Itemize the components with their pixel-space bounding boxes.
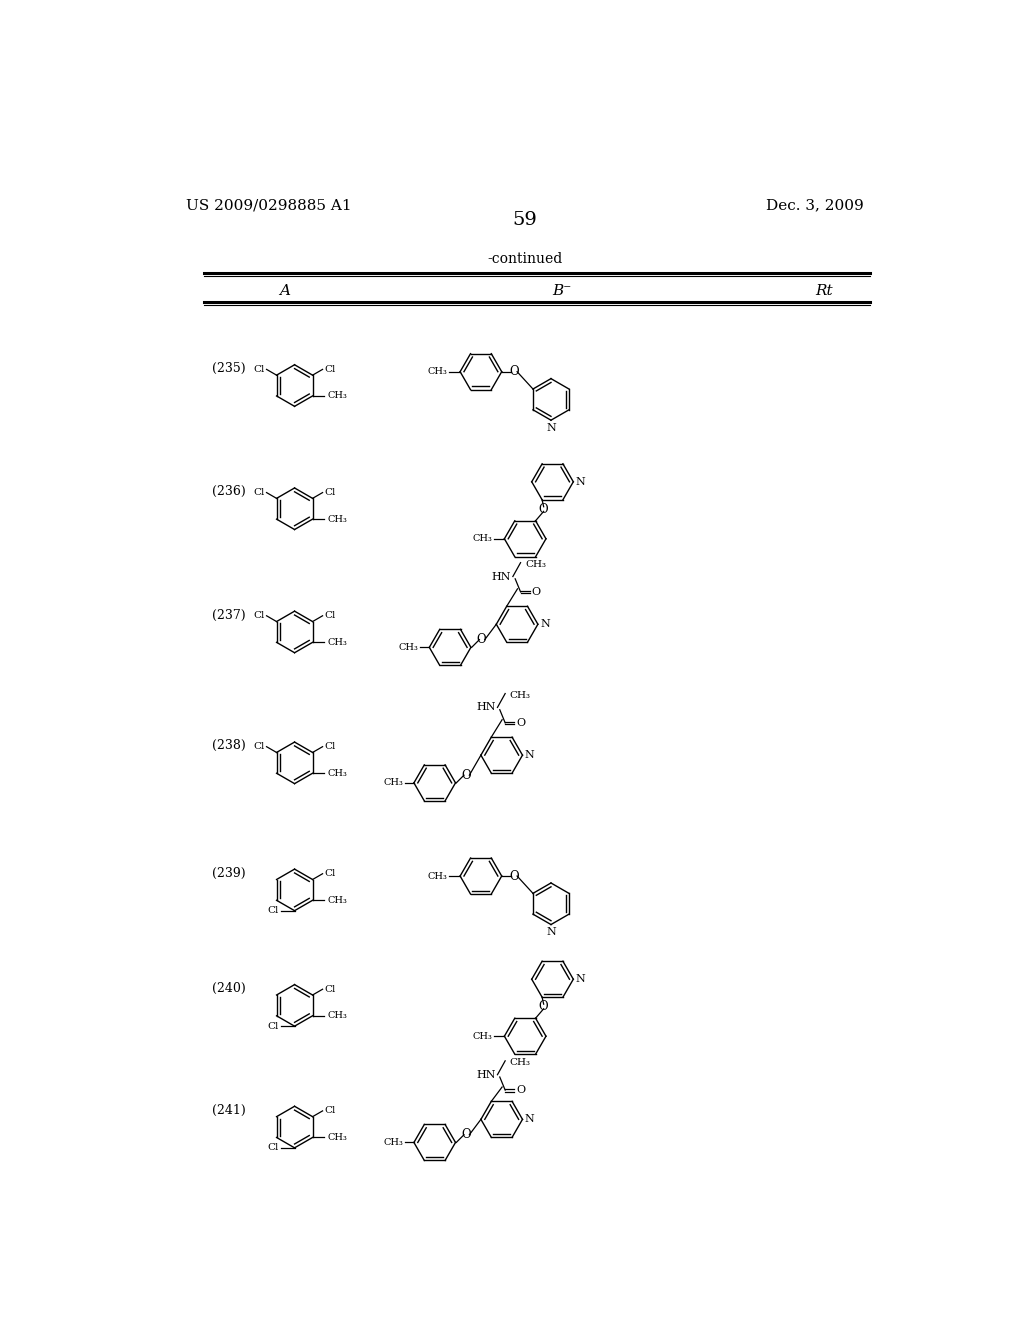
Text: CH₃: CH₃: [328, 638, 348, 647]
Text: O: O: [477, 634, 486, 647]
Text: Cl: Cl: [267, 907, 279, 915]
Text: CH₃: CH₃: [328, 896, 348, 904]
Text: CH₃: CH₃: [328, 1133, 348, 1142]
Text: Cl: Cl: [254, 364, 265, 374]
Text: CH₃: CH₃: [428, 871, 447, 880]
Text: Cl: Cl: [254, 611, 265, 620]
Text: CH₃: CH₃: [383, 779, 403, 787]
Text: N: N: [546, 927, 556, 937]
Text: B⁻: B⁻: [552, 284, 571, 298]
Text: O: O: [539, 1001, 549, 1012]
Text: Cl: Cl: [267, 1143, 279, 1152]
Text: CH₃: CH₃: [472, 535, 493, 544]
Text: HN: HN: [492, 572, 511, 582]
Text: CH₃: CH₃: [328, 768, 348, 777]
Text: (236): (236): [212, 486, 246, 499]
Text: CH₃: CH₃: [398, 643, 419, 652]
Text: N: N: [575, 974, 586, 985]
Text: Cl: Cl: [325, 1106, 336, 1115]
Text: O: O: [531, 587, 541, 597]
Text: (239): (239): [212, 866, 246, 879]
Text: O: O: [462, 768, 471, 781]
Text: Cl: Cl: [254, 742, 265, 751]
Text: Cl: Cl: [325, 985, 336, 994]
Text: O: O: [509, 366, 519, 379]
Text: CH₃: CH₃: [328, 392, 348, 400]
Text: CH₃: CH₃: [472, 1032, 493, 1040]
Text: (241): (241): [212, 1104, 246, 1117]
Text: CH₃: CH₃: [328, 1011, 348, 1020]
Text: US 2009/0298885 A1: US 2009/0298885 A1: [186, 198, 351, 213]
Text: CH₃: CH₃: [328, 515, 348, 524]
Text: O: O: [462, 1129, 471, 1142]
Text: Cl: Cl: [267, 1022, 279, 1031]
Text: 59: 59: [512, 211, 538, 228]
Text: HN: HN: [476, 1069, 496, 1080]
Text: N: N: [546, 422, 556, 433]
Text: Cl: Cl: [254, 488, 265, 498]
Text: Cl: Cl: [325, 742, 336, 751]
Text: O: O: [516, 1085, 525, 1096]
Text: Cl: Cl: [325, 611, 336, 620]
Text: Rt: Rt: [815, 284, 833, 298]
Text: Cl: Cl: [325, 364, 336, 374]
Text: Cl: Cl: [325, 870, 336, 878]
Text: O: O: [516, 718, 525, 727]
Text: CH₃: CH₃: [383, 1138, 403, 1147]
Text: O: O: [509, 870, 519, 883]
Text: CH₃: CH₃: [510, 1057, 530, 1067]
Text: (237): (237): [212, 609, 246, 622]
Text: N: N: [524, 1114, 535, 1125]
Text: HN: HN: [476, 702, 496, 713]
Text: O: O: [539, 503, 549, 516]
Text: (235): (235): [212, 362, 246, 375]
Text: (240): (240): [212, 982, 246, 995]
Text: Dec. 3, 2009: Dec. 3, 2009: [766, 198, 863, 213]
Text: CH₃: CH₃: [525, 560, 546, 569]
Text: N: N: [524, 750, 535, 760]
Text: N: N: [575, 477, 586, 487]
Text: A: A: [280, 284, 290, 298]
Text: -continued: -continued: [487, 252, 562, 267]
Text: CH₃: CH₃: [428, 367, 447, 376]
Text: Cl: Cl: [325, 488, 336, 498]
Text: N: N: [541, 619, 550, 630]
Text: CH₃: CH₃: [510, 690, 530, 700]
Text: (238): (238): [212, 739, 246, 752]
